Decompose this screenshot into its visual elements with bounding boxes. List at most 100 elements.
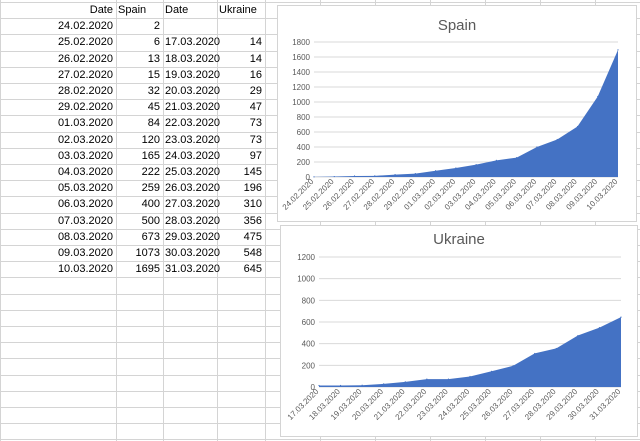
- table-cell[interactable]: 26.03.2020: [165, 182, 221, 195]
- table-cell[interactable]: 24.02.2020: [57, 20, 113, 33]
- table-cell[interactable]: 25.03.2020: [165, 166, 221, 178]
- table-cell[interactable]: 03.03.2020: [57, 149, 113, 162]
- table-cell[interactable]: 29: [249, 85, 262, 97]
- y-tick-label: 400: [297, 143, 311, 152]
- table-cell[interactable]: 22.03.2020: [165, 117, 221, 130]
- table-cell[interactable]: 27.03.2020: [165, 198, 221, 211]
- data-point: [318, 384, 320, 387]
- table-cell[interactable]: 2: [153, 20, 160, 33]
- table-cell[interactable]: 17.03.2020: [165, 36, 221, 49]
- table-cell[interactable]: 21.03.2020: [165, 101, 221, 114]
- data-point: [339, 384, 342, 387]
- series-area: [319, 317, 621, 387]
- header-cell[interactable]: Ukraine: [219, 4, 257, 16]
- table-cell[interactable]: 73: [249, 133, 262, 146]
- table-cell[interactable]: 28.02.2020: [57, 85, 113, 97]
- table-cell[interactable]: 673: [141, 230, 160, 243]
- table-cell[interactable]: 400: [141, 198, 160, 211]
- table-cell[interactable]: 73: [249, 117, 262, 130]
- table-cell[interactable]: 31.03.2020: [165, 263, 221, 276]
- spain-chart[interactable]: Spain 0 200 400 600 800 1000 1200 1400 1600 1800 24…: [277, 5, 637, 222]
- table-cell[interactable]: 15: [147, 68, 160, 81]
- table-cell[interactable]: 1073: [135, 247, 160, 259]
- table-cell[interactable]: 18.03.2020: [165, 52, 221, 65]
- data-point: [516, 156, 518, 159]
- table-cell[interactable]: 97: [249, 149, 262, 162]
- y-tick-label: 1800: [292, 38, 310, 47]
- chart-title: Spain: [438, 17, 476, 34]
- data-point: [333, 175, 335, 178]
- table-cell[interactable]: 13: [147, 52, 160, 65]
- table-cell[interactable]: 25.02.2020: [57, 36, 113, 49]
- table-cell[interactable]: 356: [243, 214, 262, 227]
- table-cell[interactable]: 47: [249, 101, 262, 114]
- y-tick-label: 800: [297, 113, 311, 122]
- y-tick-label: 1400: [292, 68, 310, 77]
- table-cell[interactable]: 29.02.2020: [57, 101, 113, 114]
- table-cell[interactable]: 07.03.2020: [57, 214, 113, 227]
- y-tick-label: 0: [306, 173, 311, 182]
- header-cell[interactable]: Date: [89, 4, 113, 16]
- data-point: [576, 125, 579, 128]
- table-cell[interactable]: 548: [243, 247, 262, 259]
- table-cell[interactable]: 259: [141, 182, 160, 195]
- y-tick-label: 800: [302, 296, 316, 305]
- header-cell[interactable]: Date: [165, 4, 189, 16]
- table-cell[interactable]: 475: [243, 230, 262, 243]
- table-cell[interactable]: 20.03.2020: [165, 85, 221, 97]
- data-point: [414, 173, 416, 175]
- table-cell[interactable]: 165: [141, 149, 160, 162]
- data-point: [313, 176, 315, 178]
- y-tick-label: 0: [311, 383, 316, 392]
- table-cell[interactable]: 26.02.2020: [57, 52, 113, 65]
- table-cell[interactable]: 09.03.2020: [57, 247, 113, 259]
- table-cell[interactable]: 32: [147, 85, 160, 97]
- chart-svg: Ukraine02004006008001000120017.03.202018…: [286, 231, 623, 422]
- table-cell[interactable]: 08.03.2020: [57, 230, 113, 243]
- table-cell[interactable]: 120: [141, 133, 160, 146]
- table-cell[interactable]: 27.02.2020: [57, 68, 113, 81]
- data-point: [556, 138, 558, 141]
- table-cell[interactable]: 1695: [135, 263, 160, 276]
- table-cell[interactable]: 10.03.2020: [57, 263, 113, 276]
- table-cell[interactable]: 23.03.2020: [165, 133, 221, 146]
- table-cell[interactable]: 145: [243, 166, 262, 178]
- table-cell[interactable]: 30.03.2020: [165, 247, 221, 259]
- y-tick-label: 600: [302, 318, 316, 327]
- table-cell[interactable]: 45: [147, 101, 160, 114]
- table-cell[interactable]: 01.03.2020: [57, 117, 113, 130]
- table-cell[interactable]: 19.03.2020: [165, 68, 221, 81]
- data-point: [426, 378, 428, 380]
- y-tick-label: 1200: [292, 83, 310, 92]
- table-cell[interactable]: 196: [243, 182, 262, 195]
- y-tick-label: 200: [302, 361, 316, 370]
- table-cell[interactable]: 14: [249, 36, 262, 49]
- y-tick-label: 1000: [292, 98, 310, 107]
- table-cell[interactable]: 05.03.2020: [57, 182, 113, 195]
- table-cell[interactable]: 500: [141, 214, 160, 227]
- table-cell[interactable]: 645: [243, 263, 262, 276]
- chart-title: Ukraine: [433, 231, 485, 248]
- data-point: [495, 159, 497, 161]
- table-cell[interactable]: 16: [249, 68, 262, 81]
- table-cell[interactable]: 06.03.2020: [57, 198, 113, 211]
- table-cell[interactable]: 14: [249, 52, 262, 65]
- ukraine-chart[interactable]: Ukraine 0 200 400 600 800 1000 1200 17.03.2020 18…: [280, 225, 638, 437]
- table-cell[interactable]: 29.03.2020: [165, 230, 221, 243]
- y-tick-label: 1200: [297, 253, 315, 262]
- table-cell[interactable]: 28.03.2020: [165, 214, 221, 227]
- table-cell[interactable]: 310: [243, 198, 262, 211]
- data-point: [597, 95, 599, 98]
- data-point: [512, 365, 514, 367]
- table-cell[interactable]: 6: [153, 36, 160, 49]
- table-cell[interactable]: 04.03.2020: [57, 166, 113, 178]
- data-point: [383, 383, 385, 385]
- table-cell[interactable]: 84: [147, 117, 160, 130]
- table-cell[interactable]: 02.03.2020: [57, 133, 113, 146]
- y-tick-label: 200: [297, 158, 311, 167]
- data-point: [469, 375, 471, 378]
- header-cell[interactable]: Spain: [118, 4, 147, 16]
- series-area: [314, 49, 618, 177]
- table-cell[interactable]: 222: [141, 166, 160, 178]
- table-cell[interactable]: 24.03.2020: [165, 149, 221, 162]
